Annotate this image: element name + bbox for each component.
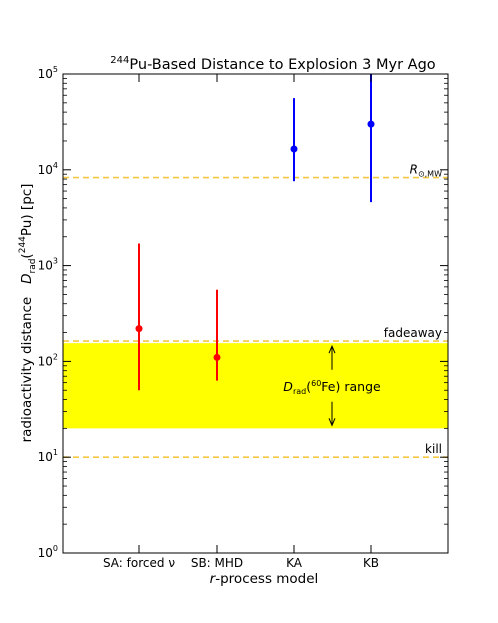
y-tick-base: 10 [38,163,53,177]
data-point-3 [367,120,375,128]
x-category-label-2: KA [286,556,303,570]
arrow-up-head [328,344,336,354]
y-label-close: Pu) [pc] [19,184,35,237]
y-tick-label-0: 100 [38,544,58,560]
y-tick-exponent: 5 [53,65,58,74]
y-tick-label-5: 105 [38,65,58,81]
y-tick-exponent: 3 [53,257,58,266]
y-tick-label-2: 102 [38,352,58,368]
y-axis-label: radioactivity distance Drad(244Pu) [pc] [18,184,38,443]
data-point-0 [135,325,143,333]
y-tick-base: 10 [38,450,53,464]
y-tick-exponent: 0 [53,544,58,553]
y-tick-exponent: 2 [53,352,58,361]
x-category-label-0: SA: forced ν [103,556,175,570]
chart-title: 244Pu-Based Distance to Explosion 3 Myr … [110,55,436,73]
x-category-label-1: SB: MHD [191,556,243,570]
y-label-prefix: radioactivity distance [19,284,35,443]
data-point-1 [213,353,221,361]
fe60-range-annotation: Drad(60Fe) range [283,344,381,427]
y-tick-base: 10 [38,67,53,81]
y-tick-label-4: 104 [38,161,58,177]
arrow-down-head [328,418,336,427]
data-points [135,74,375,391]
y-tick-base: 10 [38,354,53,368]
title-main: Pu-Based Distance to Explosion 3 Myr Ago [129,57,435,73]
reference-label-sub: ⊙,MW [418,170,442,179]
annotation-text: Drad(60Fe) range [283,379,381,396]
reference-label-main: R [410,163,418,177]
y-tick-base: 10 [38,546,53,560]
y-label-symbol: D [19,274,35,284]
y-tick-label-3: 103 [38,257,58,273]
x-axis-label: r-process model [210,571,319,587]
reference-label-1: fadeaway [384,326,442,340]
y-label-open: ( [19,253,35,258]
y-label-subscript: rad [28,259,38,274]
x-axis-label-italic: r [210,571,217,587]
x-axis-label-rest: -process model [215,571,318,587]
annotation-close: Fe) range [321,379,381,394]
y-label-superscript: 244 [18,236,28,253]
y-tick-exponent: 1 [53,448,58,457]
y-tick-base: 10 [38,259,53,273]
annotation-sub: rad [293,387,306,396]
reference-label-2: kill [425,442,442,456]
annotation-sym: D [283,379,293,394]
y-tick-label-1: 101 [38,448,58,464]
reference-lines: R⊙,MW fadeaway kill [63,163,448,459]
x-category-label-3: KB [363,556,379,570]
reference-label-0: R⊙,MW [410,163,442,179]
data-point-2 [290,145,298,153]
plot-frame [62,73,449,554]
fe60-range-band [63,343,448,429]
annotation-open: ( [306,379,311,394]
annotation-sup: 60 [311,379,321,388]
y-tick-exponent: 4 [53,161,58,170]
title-prefix: 244 [110,55,129,66]
